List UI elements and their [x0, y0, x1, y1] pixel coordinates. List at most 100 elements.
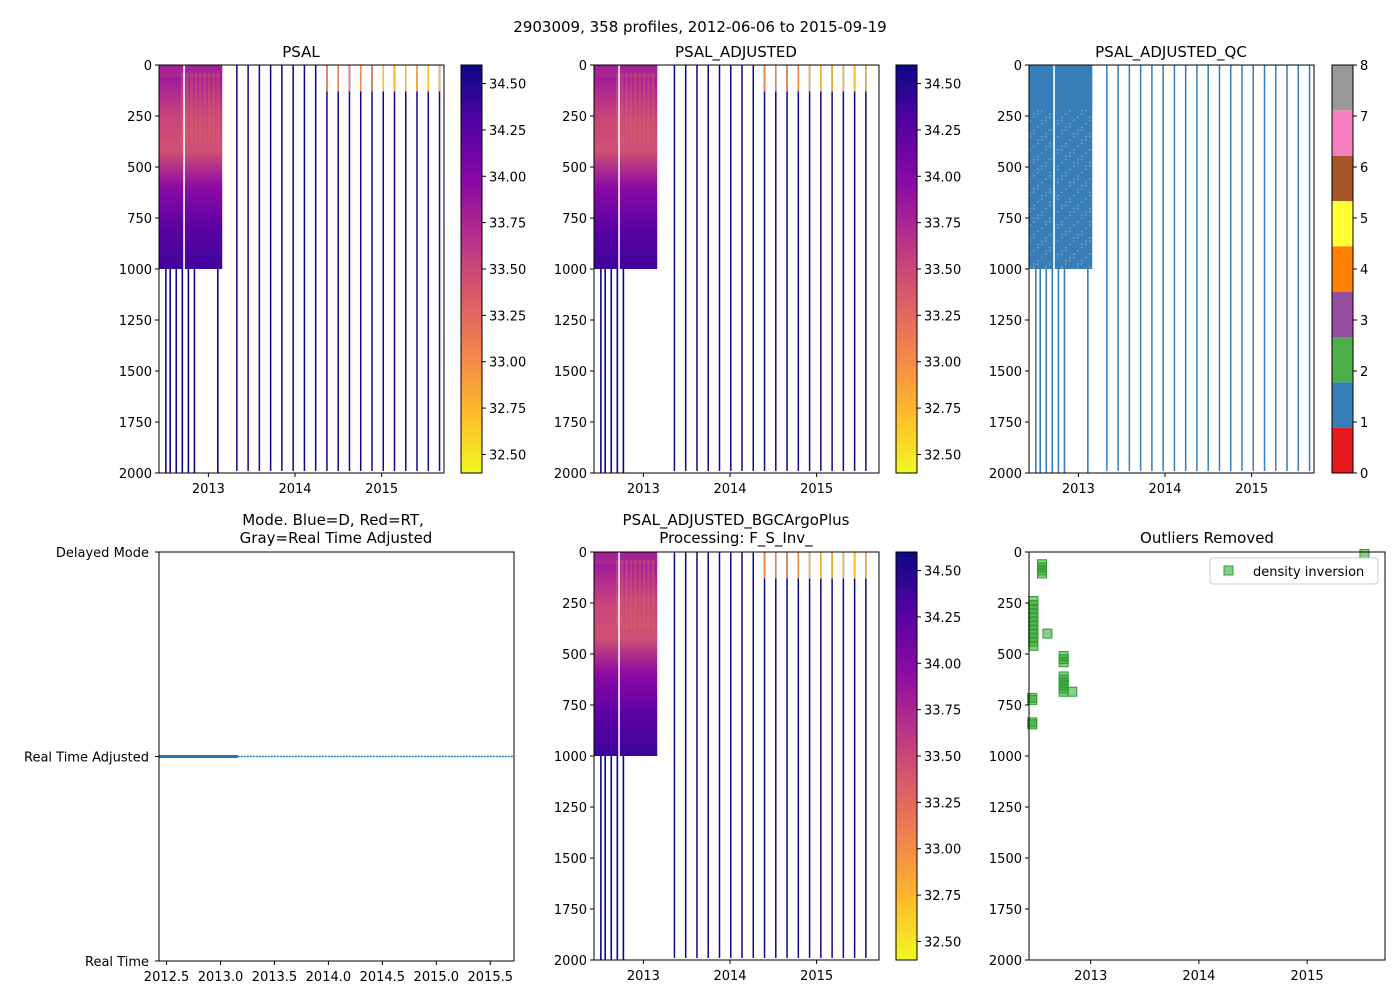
qc-colorbar: 0 1 2 3 4 5 6 7 8	[1331, 59, 1368, 482]
profile-line	[752, 65, 755, 471]
y-tick-label: 250	[997, 597, 1022, 612]
qc-flag-dot	[1069, 181, 1071, 184]
profile-line	[382, 65, 384, 471]
y-tick-label: 1750	[989, 903, 1022, 918]
x-tick-label: 2013	[627, 482, 660, 497]
y-tick-label: 2000	[989, 954, 1022, 969]
qc-flag-dot	[1069, 126, 1071, 128]
profile-line	[730, 552, 732, 958]
qc-flag-dot	[1033, 204, 1035, 207]
qc-flag-dot	[1057, 227, 1059, 229]
colorbar: 32.50 32.75 33.00 33.25 33.50 33.75 34.00 34.25…	[895, 551, 961, 961]
y-tick-label: 1750	[554, 416, 587, 431]
panel-title-line2: Gray=Real Time Adjusted	[240, 529, 433, 547]
dense-profile-block	[594, 552, 658, 756]
profile-surface	[853, 552, 856, 579]
qc-flag-dot	[1041, 214, 1043, 216]
qc-flag-dot	[1037, 217, 1039, 220]
x-tick-label: 2015	[1235, 482, 1268, 497]
qc-flag-dot	[1073, 256, 1075, 259]
qc-flag-dot	[1073, 119, 1075, 122]
qc-color-swatch	[1332, 291, 1353, 337]
warm-streak	[616, 560, 620, 630]
qc-flag-dot	[1073, 162, 1075, 164]
profile-line	[865, 552, 867, 958]
y-tick-label: 1250	[554, 801, 587, 816]
qc-flag-dot	[1065, 230, 1067, 233]
qc-flag-dot	[1081, 246, 1083, 249]
qc-flag-dot	[1049, 175, 1051, 177]
qc-flag-dot	[1077, 178, 1079, 180]
qc-flag-dot	[1057, 194, 1059, 197]
profile-surface	[853, 65, 856, 92]
cbar-tick-label: 33.00	[489, 356, 526, 371]
qc-flag-dot	[1073, 149, 1075, 151]
cbar-tick-label: 33.25	[924, 796, 961, 811]
qc-flag-dot	[1029, 162, 1031, 164]
warm-streak	[629, 560, 633, 630]
qc-flag-dot	[1081, 113, 1083, 115]
x-axis: 2013 2014 2015	[1062, 473, 1268, 497]
profile-surface	[808, 65, 811, 92]
profile-surface	[786, 65, 788, 92]
y-tick-label: 2000	[989, 467, 1022, 482]
qc-flag-dot	[1089, 119, 1091, 122]
qc-flag-dot	[1081, 217, 1083, 220]
qc-flag-dot	[1089, 165, 1091, 167]
qc-flag-dot	[1037, 214, 1039, 216]
qc-flag-dot	[1073, 194, 1075, 197]
profile-line	[236, 65, 238, 471]
qc-flag-dot	[1029, 194, 1031, 197]
qc-flag-dot	[1065, 204, 1067, 207]
qc-flag-dot	[1065, 171, 1067, 174]
qc-flag-dot	[1037, 155, 1039, 158]
qc-flag-dot	[1085, 184, 1087, 187]
qc-flag-dot	[1089, 191, 1091, 193]
warm-streak	[651, 73, 655, 143]
qc-flag-dot	[1057, 168, 1059, 171]
qc-color-swatch	[1332, 110, 1353, 156]
profile-line	[775, 65, 777, 471]
qc-flag-dot	[1037, 243, 1039, 246]
profile-gap	[1053, 65, 1055, 269]
qc-flag-dot	[1029, 178, 1031, 180]
panel-title: Outliers Removed	[1140, 529, 1274, 547]
qc-flag-dot	[1065, 145, 1067, 148]
axes-frame	[158, 64, 445, 474]
qc-flag-dot	[1041, 194, 1043, 197]
profile-line	[707, 65, 709, 471]
profile-line	[314, 65, 317, 471]
qc-flag-dot	[1085, 135, 1087, 138]
cbar-tick-label: 33.00	[924, 356, 961, 371]
qc-flag-dot	[1073, 237, 1075, 239]
outlier-point	[1036, 568, 1047, 579]
qc-flag-dot	[1081, 188, 1083, 190]
qc-flag-dot	[1073, 165, 1075, 167]
y-tick-label: 500	[997, 161, 1022, 176]
qc-flag-dot	[1085, 243, 1087, 246]
profile-line	[820, 552, 822, 958]
qc-flag-dot	[1069, 155, 1071, 158]
qc-flag-dot	[1049, 191, 1051, 193]
qc-flag-dot	[1033, 233, 1035, 236]
qc-flag-dot	[1045, 119, 1047, 122]
qc-flag-dot	[1073, 224, 1075, 226]
y-tick-label: Real Time Adjusted	[24, 751, 149, 766]
qc-flag-dot	[1037, 158, 1039, 161]
profile-line	[684, 552, 687, 958]
colorbar-gradient	[895, 551, 918, 961]
profile-line	[1308, 65, 1311, 471]
profile-surface	[775, 65, 777, 92]
qc-flag-dot	[1081, 233, 1083, 236]
cbar-tick-label: 32.75	[924, 402, 961, 417]
qc-flag-dot	[1089, 220, 1091, 223]
warm-streak	[647, 560, 651, 630]
qc-flag-dot	[1045, 194, 1047, 197]
qc-flag-dot	[1073, 152, 1075, 154]
qc-flag-dot	[1045, 135, 1047, 138]
deep-profile	[1087, 269, 1089, 473]
profile-gap	[183, 65, 185, 269]
qc-flag-dot	[1065, 113, 1067, 115]
profile-surface	[382, 65, 384, 92]
